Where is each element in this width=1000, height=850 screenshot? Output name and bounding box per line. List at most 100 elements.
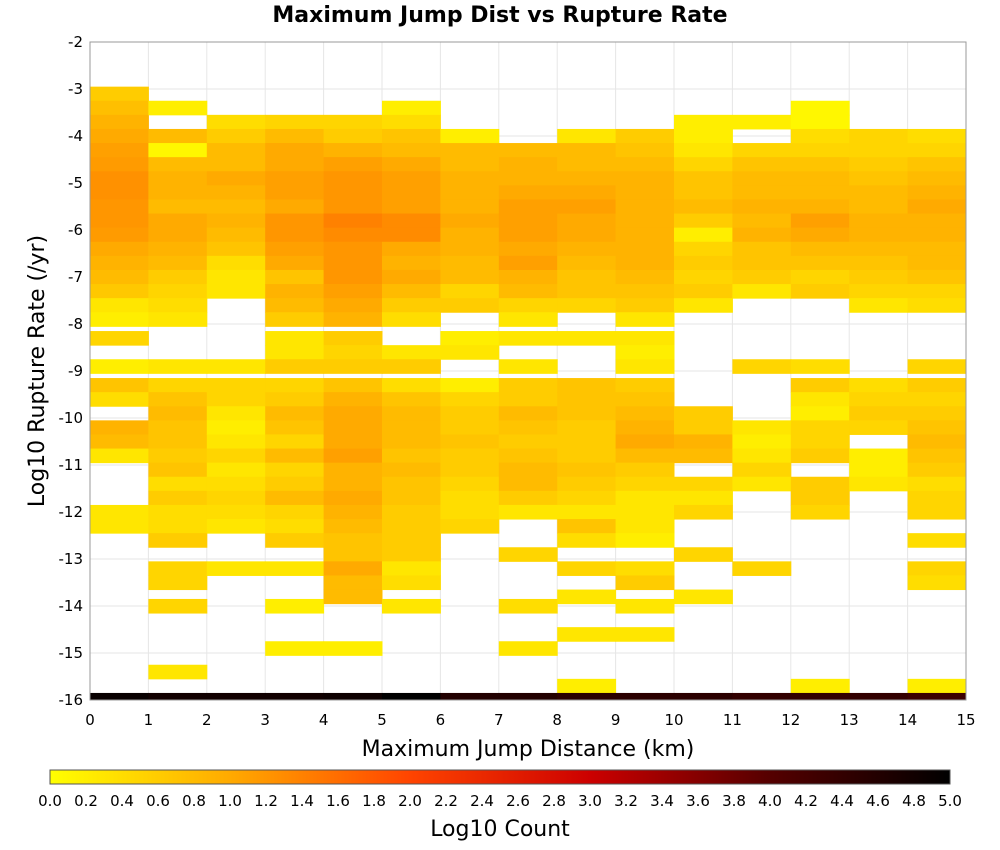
heatmap-cell bbox=[382, 692, 441, 700]
heatmap-cell bbox=[382, 448, 441, 464]
heatmap-cell bbox=[148, 269, 208, 285]
heatmap-cell bbox=[323, 114, 383, 130]
heatmap-cell bbox=[90, 298, 149, 313]
heatmap-cell bbox=[615, 448, 675, 464]
heatmap-cell bbox=[265, 312, 325, 327]
heatmap-cell bbox=[265, 114, 325, 130]
heatmap-cell bbox=[265, 345, 325, 360]
heatmap-cell bbox=[557, 298, 617, 313]
heatmap-cell bbox=[148, 575, 208, 591]
heatmap-cell bbox=[732, 241, 792, 257]
heatmap-cell bbox=[790, 157, 850, 172]
heatmap-cell bbox=[732, 434, 792, 450]
x-tick-label: 3 bbox=[260, 711, 270, 729]
heatmap-cell bbox=[148, 561, 208, 576]
heatmap-cell bbox=[907, 533, 967, 548]
heatmap-cell bbox=[265, 448, 325, 464]
heatmap-cell bbox=[615, 490, 675, 506]
heatmap-cell bbox=[498, 331, 558, 346]
heatmap-cell bbox=[440, 255, 500, 271]
heatmap-cell bbox=[90, 519, 149, 534]
heatmap-cell bbox=[382, 504, 441, 520]
heatmap-cell bbox=[849, 185, 909, 200]
heatmap-cell bbox=[382, 157, 441, 172]
heatmap-cell bbox=[440, 331, 500, 346]
heatmap-cell bbox=[732, 143, 792, 158]
heatmap-cell bbox=[849, 143, 909, 158]
colorbar-tick-label: 1.0 bbox=[218, 792, 242, 810]
heatmap-cell bbox=[849, 227, 909, 243]
heatmap-cell bbox=[498, 406, 558, 421]
heatmap-cell bbox=[323, 448, 383, 464]
x-axis-ticks: 0 1 2 3 4 5 6 7 8 9 10 11 12 13 14 15 bbox=[85, 711, 975, 729]
heatmap-cell bbox=[206, 392, 266, 407]
heatmap-cell bbox=[265, 420, 325, 435]
heatmap-cell bbox=[849, 213, 909, 229]
heatmap-cell bbox=[615, 462, 675, 478]
heatmap-cell bbox=[498, 392, 558, 407]
heatmap-cell bbox=[557, 284, 617, 299]
x-tick-label: 4 bbox=[319, 711, 329, 729]
heatmap-cell bbox=[557, 392, 617, 407]
heatmap-cell bbox=[732, 157, 792, 172]
colorbar-tick-label: 2.0 bbox=[398, 792, 422, 810]
heatmap-cell bbox=[557, 504, 617, 520]
heatmap-cell bbox=[323, 575, 383, 591]
heatmap-cell bbox=[790, 199, 850, 215]
heatmap-cell bbox=[674, 692, 733, 700]
heatmap-cell bbox=[90, 392, 149, 407]
heatmap-cell bbox=[674, 114, 733, 130]
heatmap-cell bbox=[206, 448, 266, 464]
colorbar-tick-label: 5.0 bbox=[938, 792, 962, 810]
heatmap-cell bbox=[498, 448, 558, 464]
heatmap-cell bbox=[790, 678, 850, 694]
heatmap-cell bbox=[732, 185, 792, 200]
y-tick-label: -6 bbox=[68, 221, 83, 239]
heatmap-cell bbox=[849, 406, 909, 421]
heatmap-cell bbox=[849, 392, 909, 407]
y-tick-label: -4 bbox=[68, 127, 83, 145]
heatmap-cell bbox=[674, 199, 733, 215]
heatmap-cell bbox=[498, 504, 558, 520]
heatmap-cell bbox=[323, 392, 383, 407]
heatmap-cell bbox=[498, 143, 558, 158]
heatmap-cell bbox=[849, 128, 909, 144]
colorbar-tick-label: 0.0 bbox=[38, 792, 62, 810]
colorbar-ticks: 0.0 0.2 0.4 0.6 0.8 1.0 1.2 1.4 1.6 1.8 2.0 2.2 2.4 2… bbox=[38, 792, 962, 810]
heatmap-cell bbox=[440, 298, 500, 313]
heatmap-cell bbox=[382, 255, 441, 271]
heatmap-cell bbox=[148, 519, 208, 534]
heatmap-cell bbox=[674, 213, 733, 229]
heatmap-cell bbox=[148, 490, 208, 506]
heatmap-cell bbox=[907, 476, 967, 492]
heatmap-cell bbox=[615, 185, 675, 200]
x-axis-label: Maximum Jump Distance (km) bbox=[362, 737, 695, 762]
heatmap-cell bbox=[790, 378, 850, 393]
heatmap-cell bbox=[849, 199, 909, 215]
heatmap-cell bbox=[323, 547, 383, 562]
heatmap-cell bbox=[323, 255, 383, 271]
heatmap-cell bbox=[90, 185, 149, 200]
heatmap-cell bbox=[90, 312, 149, 327]
colorbar-tick-label: 4.4 bbox=[830, 792, 854, 810]
heatmap-cell bbox=[90, 269, 149, 285]
heatmap-cell bbox=[674, 434, 733, 450]
heatmap-cell bbox=[90, 420, 149, 435]
heatmap-cell bbox=[849, 241, 909, 257]
heatmap-cell bbox=[206, 406, 266, 421]
heatmap-cell bbox=[323, 533, 383, 548]
heatmap-cell bbox=[440, 269, 500, 285]
heatmap-cell bbox=[148, 359, 208, 374]
heatmap-cell bbox=[907, 378, 967, 393]
heatmap-cell bbox=[265, 143, 325, 158]
heatmap-cell bbox=[674, 157, 733, 172]
heatmap-cell bbox=[849, 420, 909, 435]
heatmap-cell bbox=[907, 157, 967, 172]
heatmap-cell bbox=[323, 284, 383, 299]
heatmap-cell bbox=[615, 331, 675, 346]
heatmap-cell bbox=[206, 420, 266, 435]
heatmap-cell bbox=[907, 171, 967, 186]
heatmap-cell bbox=[615, 406, 675, 421]
heatmap-cell bbox=[907, 269, 967, 285]
heatmap-cell bbox=[148, 420, 208, 435]
